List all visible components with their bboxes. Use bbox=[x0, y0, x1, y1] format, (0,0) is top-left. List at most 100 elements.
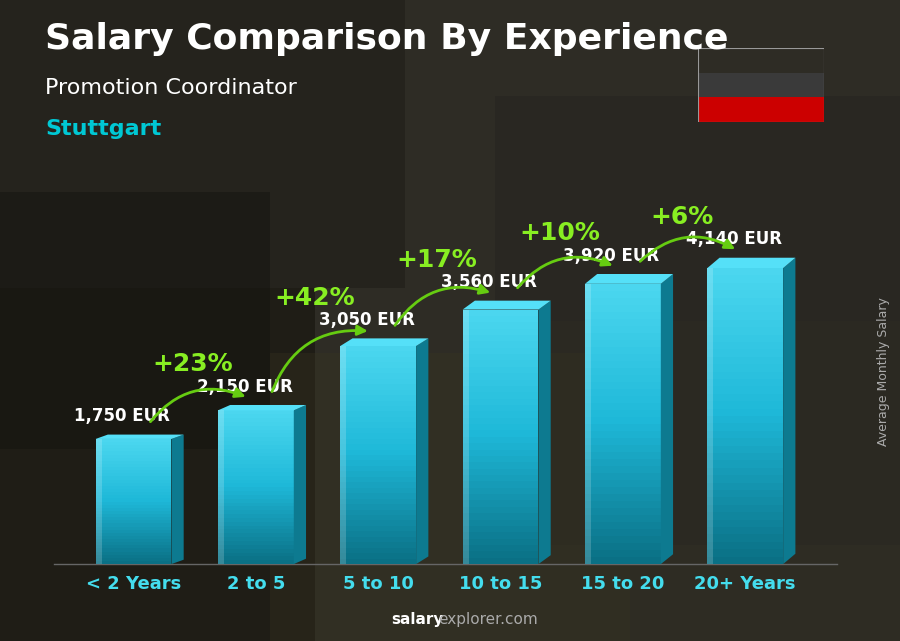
Bar bbox=[463, 513, 538, 520]
Bar bbox=[340, 406, 416, 412]
Bar bbox=[463, 354, 538, 360]
Bar bbox=[463, 412, 538, 418]
Bar bbox=[340, 438, 416, 444]
Bar bbox=[463, 545, 538, 551]
Bar bbox=[707, 505, 783, 512]
Bar bbox=[95, 504, 171, 508]
Bar bbox=[95, 445, 171, 448]
Bar bbox=[707, 512, 783, 520]
Polygon shape bbox=[218, 405, 306, 410]
Bar bbox=[585, 298, 661, 305]
Polygon shape bbox=[171, 435, 184, 564]
Bar bbox=[218, 514, 293, 518]
Bar bbox=[218, 464, 293, 468]
Bar bbox=[707, 438, 783, 445]
Bar bbox=[218, 429, 293, 433]
Bar bbox=[585, 515, 661, 522]
Bar bbox=[340, 428, 416, 433]
Bar bbox=[340, 547, 416, 553]
Bar bbox=[707, 357, 783, 364]
Bar bbox=[707, 312, 783, 320]
Bar bbox=[95, 439, 171, 442]
Bar bbox=[585, 494, 661, 501]
Bar bbox=[95, 461, 171, 464]
Bar bbox=[340, 412, 416, 417]
Bar bbox=[585, 452, 661, 459]
Bar bbox=[585, 445, 661, 452]
Bar bbox=[707, 542, 783, 549]
Bar bbox=[463, 392, 538, 399]
Bar bbox=[340, 417, 416, 422]
Text: +6%: +6% bbox=[650, 205, 714, 229]
Bar bbox=[218, 556, 293, 560]
Bar bbox=[218, 441, 293, 445]
Bar bbox=[463, 431, 538, 437]
Bar bbox=[585, 459, 661, 466]
Bar bbox=[585, 438, 661, 445]
Bar bbox=[463, 538, 538, 545]
Bar bbox=[698, 97, 824, 122]
Bar bbox=[463, 449, 538, 456]
Bar bbox=[95, 511, 171, 514]
Bar bbox=[463, 386, 538, 392]
Bar bbox=[585, 284, 661, 291]
Bar bbox=[95, 526, 171, 529]
Bar bbox=[0, 0, 405, 288]
Bar bbox=[707, 490, 783, 497]
Bar bbox=[585, 312, 661, 319]
Bar bbox=[707, 342, 783, 349]
Bar bbox=[463, 310, 469, 564]
Bar bbox=[463, 501, 538, 507]
Bar bbox=[585, 375, 661, 382]
Bar bbox=[95, 539, 171, 542]
Text: 3,920 EUR: 3,920 EUR bbox=[563, 247, 660, 265]
Bar bbox=[585, 431, 661, 438]
Bar bbox=[707, 453, 783, 460]
Bar bbox=[707, 475, 783, 483]
Bar bbox=[463, 475, 538, 481]
Bar bbox=[463, 507, 538, 513]
Bar bbox=[585, 305, 661, 312]
Bar bbox=[0, 192, 270, 449]
Bar bbox=[495, 96, 900, 545]
Text: Average Monthly Salary: Average Monthly Salary bbox=[878, 297, 890, 446]
Bar bbox=[463, 347, 538, 354]
Text: 3,050 EUR: 3,050 EUR bbox=[319, 311, 415, 329]
Bar bbox=[95, 464, 171, 467]
Bar bbox=[340, 460, 416, 466]
Bar bbox=[463, 488, 538, 494]
Bar bbox=[463, 399, 538, 405]
Bar bbox=[585, 424, 661, 431]
Bar bbox=[707, 387, 783, 394]
Bar bbox=[218, 487, 293, 491]
Bar bbox=[218, 437, 293, 441]
Bar bbox=[340, 466, 416, 471]
Bar bbox=[218, 537, 293, 541]
Bar bbox=[95, 536, 171, 539]
Bar bbox=[218, 445, 293, 449]
Bar bbox=[707, 535, 783, 542]
Bar bbox=[218, 449, 293, 453]
Bar bbox=[218, 472, 293, 476]
Bar bbox=[218, 529, 293, 533]
Bar bbox=[340, 362, 416, 368]
Bar bbox=[95, 508, 171, 511]
Bar bbox=[218, 522, 293, 526]
Bar bbox=[585, 522, 661, 529]
Bar bbox=[707, 349, 783, 357]
Bar bbox=[95, 479, 171, 483]
Bar bbox=[340, 531, 416, 537]
Bar bbox=[95, 492, 171, 495]
Bar bbox=[340, 357, 416, 362]
Bar bbox=[707, 268, 783, 276]
Bar bbox=[218, 495, 293, 499]
Bar bbox=[340, 368, 416, 373]
Polygon shape bbox=[783, 258, 796, 564]
Bar bbox=[585, 487, 661, 494]
Bar bbox=[218, 410, 224, 564]
Bar bbox=[463, 494, 538, 501]
Bar bbox=[95, 473, 171, 476]
Bar bbox=[585, 536, 661, 543]
Bar bbox=[707, 549, 783, 556]
Bar bbox=[340, 373, 416, 379]
